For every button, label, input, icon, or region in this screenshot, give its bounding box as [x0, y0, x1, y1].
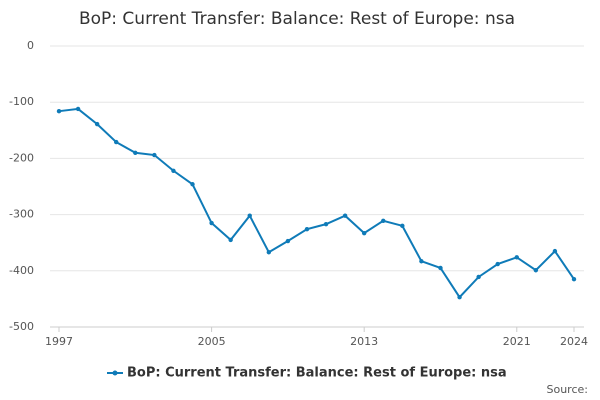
point [304, 227, 310, 232]
point [171, 168, 176, 173]
point [381, 218, 386, 223]
y-tick-label: -200 [9, 151, 34, 164]
point [476, 274, 481, 280]
point [419, 259, 424, 264]
point [342, 213, 348, 218]
point [323, 221, 329, 227]
x-tick-label: 2024 [560, 335, 588, 348]
point [571, 277, 577, 282]
point [266, 250, 272, 255]
y-tick-label: -300 [9, 208, 34, 221]
legend-label: BoP: Current Transfer: Balance: Rest of … [127, 366, 507, 381]
point [552, 248, 558, 254]
y-tick-label: -500 [9, 320, 34, 333]
point [228, 237, 233, 243]
x-tick-label: 2021 [503, 335, 531, 348]
x-tick-label: 1997 [45, 335, 73, 348]
point [285, 238, 291, 244]
chart-title: BoP: Current Transfer: Balance: Rest of … [79, 9, 515, 29]
point [190, 182, 195, 187]
y-tick-label: -100 [9, 95, 34, 108]
point [94, 121, 100, 127]
y-tick-label: -400 [9, 264, 34, 277]
point [400, 223, 405, 229]
point [514, 255, 519, 260]
y-tick-label: 0 [27, 39, 34, 52]
point [209, 220, 214, 226]
point [152, 152, 157, 158]
point [361, 230, 367, 236]
point [75, 106, 81, 112]
point [457, 295, 462, 300]
point [495, 261, 500, 267]
point [114, 139, 119, 145]
point [247, 213, 252, 218]
point [56, 108, 62, 114]
legend-marker [112, 370, 118, 376]
source-label: Source: [547, 383, 589, 396]
line [58, 107, 575, 299]
x-tick-label: 2005 [198, 335, 226, 348]
point [533, 268, 539, 273]
x-tick-label: 2013 [350, 335, 378, 348]
point [133, 150, 138, 155]
point [438, 265, 443, 271]
